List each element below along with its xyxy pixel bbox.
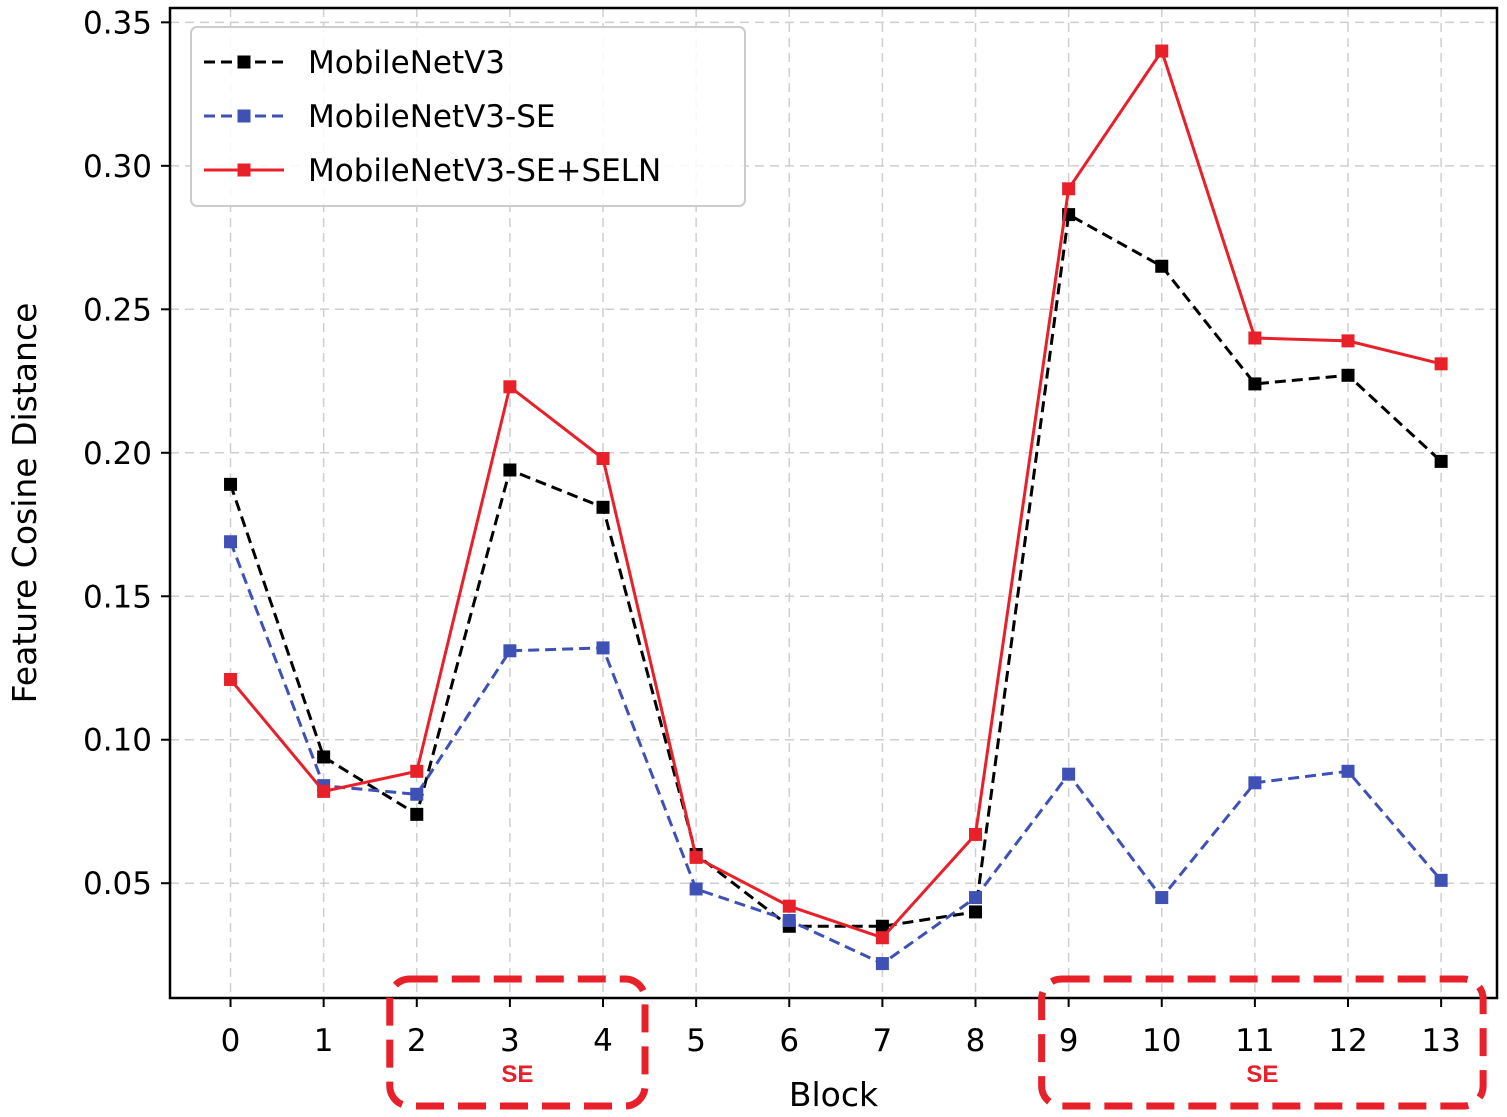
data-point-marker (1341, 368, 1355, 382)
data-point-marker (1248, 331, 1262, 345)
x-tick-label: 11 (1235, 1023, 1274, 1059)
se-annotation-label: SE (1246, 1061, 1278, 1088)
data-point-marker (224, 672, 238, 686)
x-tick-label: 7 (873, 1023, 893, 1059)
data-point-marker (969, 905, 983, 919)
x-tick-label: 6 (779, 1023, 799, 1059)
data-point-marker (317, 750, 331, 764)
data-point-marker (782, 914, 796, 928)
x-tick-label: 8 (966, 1023, 986, 1059)
y-tick-label: 0.25 (83, 292, 152, 328)
se-annotation-label: SE (501, 1061, 533, 1088)
data-point-marker (503, 463, 517, 477)
x-tick-label: 12 (1328, 1023, 1367, 1059)
data-point-marker (1062, 767, 1076, 781)
legend-marker (237, 109, 251, 123)
data-point-marker (689, 850, 703, 864)
x-tick-label: 9 (1059, 1023, 1079, 1059)
y-tick-label: 0.35 (83, 5, 152, 41)
se-annotation-box (386, 975, 649, 1110)
data-point-marker (875, 919, 889, 933)
y-tick-label: 0.20 (83, 436, 152, 472)
y-tick-label: 0.10 (83, 723, 152, 759)
data-point-marker (224, 477, 238, 491)
plot-series (224, 44, 1448, 971)
data-point-marker (875, 957, 889, 971)
data-point-marker (782, 899, 796, 913)
y-axis-title: Feature Cosine Distance (5, 303, 44, 704)
data-point-marker (1434, 873, 1448, 887)
legend-label: MobileNetV3-SE+SELN (308, 153, 661, 189)
data-point-marker (410, 787, 424, 801)
data-point-marker (1434, 454, 1448, 468)
x-tick-label: 10 (1142, 1023, 1181, 1059)
axis-ticks: 0 1 2 3 4 5 6 7 8 9 10 11 12 130.050.100.150.200.250.… (83, 5, 1461, 1059)
series-mobilenetv3-se-seln (224, 44, 1448, 945)
data-point-marker (969, 827, 983, 841)
se-annotation-box (1038, 975, 1487, 1110)
data-point-marker (596, 641, 610, 655)
legend: MobileNetV3 MobileNetV3-SE MobileNetV3-SE+… (190, 26, 746, 207)
data-point-marker (1155, 259, 1169, 273)
data-point-marker (596, 500, 610, 514)
data-point-marker (317, 784, 331, 798)
legend-label: MobileNetV3 (308, 45, 505, 81)
series-mobilenetv3 (224, 208, 1448, 933)
data-point-marker (969, 891, 983, 905)
data-point-marker (224, 535, 238, 549)
legend-marker (237, 163, 251, 177)
x-tick-label: 5 (686, 1023, 706, 1059)
legend-box (190, 26, 746, 207)
x-tick-label: 3 (500, 1023, 520, 1059)
series-line (229, 47, 1442, 940)
x-tick-label: 1 (314, 1023, 334, 1059)
data-point-marker (503, 380, 517, 394)
x-tick-label: 2 (407, 1023, 427, 1059)
y-tick-label: 0.05 (83, 866, 152, 902)
data-point-marker (1248, 776, 1262, 790)
data-point-marker (410, 764, 424, 778)
y-tick-label: 0.30 (83, 149, 152, 185)
data-point-marker (503, 644, 517, 658)
data-point-marker (410, 807, 424, 821)
data-point-marker (1248, 377, 1262, 391)
data-point-marker (875, 931, 889, 945)
data-point-marker (1341, 334, 1355, 348)
data-point-marker (1434, 357, 1448, 371)
series-line (229, 212, 1443, 928)
data-point-marker (1155, 891, 1169, 905)
data-point-marker (1341, 764, 1355, 778)
x-tick-label: 0 (221, 1023, 241, 1059)
x-tick-label: 4 (593, 1023, 613, 1059)
se-annotations: SE SE (386, 975, 1487, 1110)
data-point-marker (689, 882, 703, 896)
x-axis-title: Block (789, 1075, 879, 1114)
data-point-marker (1062, 182, 1076, 196)
legend-label: MobileNetV3-SE (308, 99, 556, 135)
data-point-marker (1155, 44, 1169, 58)
data-point-marker (596, 452, 610, 466)
legend-marker (237, 55, 251, 69)
series-mobilenetv3-se (224, 535, 1448, 971)
plot-frame (168, 6, 1499, 1000)
series-line (229, 541, 1443, 966)
x-tick-label: 13 (1421, 1023, 1460, 1059)
y-tick-label: 0.15 (83, 579, 152, 615)
